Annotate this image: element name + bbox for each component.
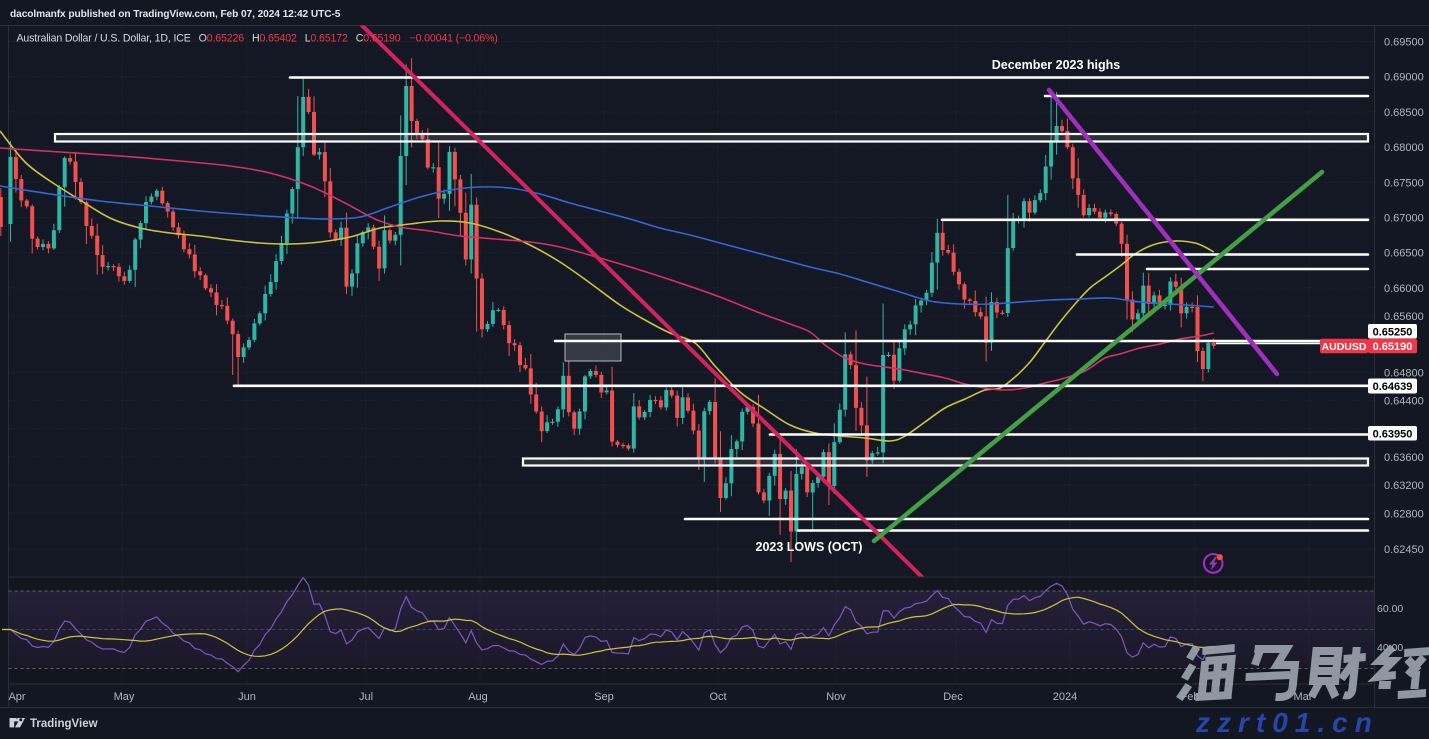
svg-text:60.00: 60.00 xyxy=(1377,603,1403,615)
svg-text:December 2023 highs: December 2023 highs xyxy=(992,58,1121,72)
svg-text:0.68500: 0.68500 xyxy=(1384,107,1424,119)
svg-text:0.69500: 0.69500 xyxy=(1384,37,1424,49)
svg-text:0.66000: 0.66000 xyxy=(1384,283,1424,295)
svg-text:Australian Dollar / U.S. Dolla: Australian Dollar / U.S. Dollar, 1D, ICE… xyxy=(17,33,498,45)
svg-text:Dec: Dec xyxy=(943,691,963,703)
svg-text:Nov: Nov xyxy=(826,691,846,703)
svg-text:Aug: Aug xyxy=(468,691,488,703)
svg-text:0.63200: 0.63200 xyxy=(1384,480,1424,492)
svg-text:0.69000: 0.69000 xyxy=(1384,72,1424,84)
svg-text:0.67000: 0.67000 xyxy=(1384,213,1424,225)
svg-text:Mar: Mar xyxy=(1294,691,1313,703)
svg-text:0.64800: 0.64800 xyxy=(1384,367,1424,379)
svg-text:0.68000: 0.68000 xyxy=(1384,142,1424,154)
svg-text:Sep: Sep xyxy=(594,691,614,703)
svg-text:0.62450: 0.62450 xyxy=(1384,544,1424,556)
svg-text:AUDUSD: AUDUSD xyxy=(1322,341,1367,353)
svg-text:May: May xyxy=(114,691,135,703)
svg-text:0.63950: 0.63950 xyxy=(1373,428,1413,440)
svg-text:zzrt01.cn: zzrt01.cn xyxy=(1195,707,1379,738)
svg-text:0.67500: 0.67500 xyxy=(1384,177,1424,189)
svg-text:0.64639: 0.64639 xyxy=(1373,381,1413,393)
svg-text:Jul: Jul xyxy=(359,691,373,703)
svg-text:0.66500: 0.66500 xyxy=(1384,248,1424,260)
svg-text:0.65190: 0.65190 xyxy=(1373,341,1413,353)
svg-text:2023 LOWS (OCT): 2023 LOWS (OCT) xyxy=(756,540,863,554)
svg-text:Jun: Jun xyxy=(238,691,256,703)
svg-text:dacolmanfx published on Tradin: dacolmanfx published on TradingView.com,… xyxy=(10,9,341,20)
svg-text:0.64400: 0.64400 xyxy=(1384,396,1424,408)
svg-text:Oct: Oct xyxy=(709,691,726,703)
svg-text:0.65250: 0.65250 xyxy=(1373,326,1413,338)
svg-text:2024: 2024 xyxy=(1053,691,1077,703)
svg-text:TradingView: TradingView xyxy=(30,718,98,730)
svg-text:0.65600: 0.65600 xyxy=(1384,311,1424,323)
svg-text:0.62800: 0.62800 xyxy=(1384,508,1424,520)
svg-text:Apr: Apr xyxy=(8,691,25,703)
svg-text:0.63600: 0.63600 xyxy=(1384,452,1424,464)
